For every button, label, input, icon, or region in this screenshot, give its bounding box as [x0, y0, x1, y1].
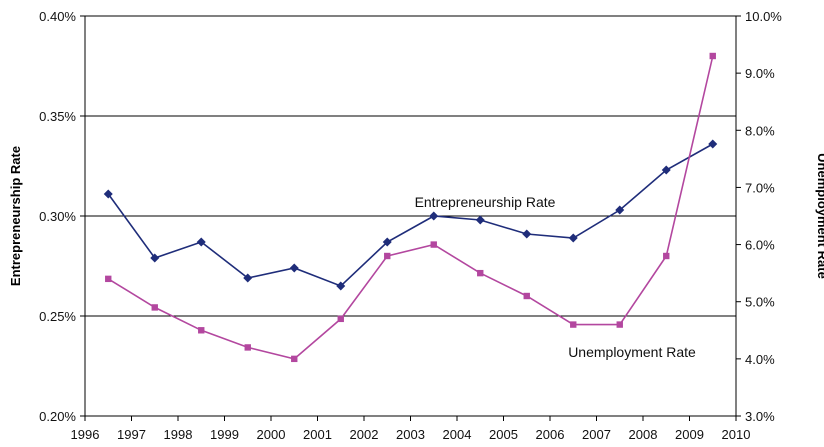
- data-point-diamond: [522, 229, 532, 239]
- data-point-square: [151, 304, 158, 311]
- x-tick-label: 2000: [257, 427, 286, 442]
- right-tick-label: 9.0%: [745, 66, 775, 81]
- data-point-square: [105, 275, 112, 283]
- right-tick-label: 10.0%: [745, 9, 782, 24]
- left-tick-label: 0.40%: [39, 9, 76, 24]
- x-tick-label: 2002: [350, 427, 379, 442]
- x-tick-label: 1996: [71, 427, 100, 442]
- x-tick-label: 1997: [117, 427, 146, 442]
- data-point-square: [337, 315, 344, 323]
- series-line-unemployment: [107, 55, 714, 360]
- right-tick-label: 4.0%: [745, 352, 775, 367]
- right-axis-title: Unemployment Rate: [815, 153, 824, 279]
- data-point-diamond: [243, 273, 253, 283]
- data-point-square: [616, 321, 623, 328]
- left-axis-title: Entrepreneurship Rate: [8, 146, 23, 286]
- data-point-diamond: [150, 253, 160, 263]
- left-tick-label: 0.20%: [39, 409, 76, 424]
- data-point-square: [384, 252, 391, 260]
- left-tick-label: 0.30%: [39, 209, 76, 224]
- data-point-square: [430, 241, 437, 248]
- data-point-diamond: [475, 215, 485, 225]
- x-tick-label: 2010: [722, 427, 751, 442]
- data-point-square: [663, 252, 670, 260]
- data-point-square: [523, 292, 530, 300]
- data-point-diamond: [568, 233, 578, 243]
- data-point-square: [244, 344, 251, 351]
- series-layer: [103, 52, 718, 363]
- series-line-entrepreneurship: [107, 143, 714, 287]
- data-point-diamond: [196, 237, 206, 247]
- x-tick-label: 2005: [489, 427, 518, 442]
- data-point-square: [291, 355, 298, 363]
- right-tick-label: 8.0%: [745, 123, 775, 138]
- x-tick-label: 2006: [536, 427, 565, 442]
- left-tick-label: 0.35%: [39, 109, 76, 124]
- right-tick-label: 7.0%: [745, 180, 775, 195]
- x-tick-label: 2003: [396, 427, 425, 442]
- x-tick-label: 1998: [164, 427, 193, 442]
- right-tick-label: 5.0%: [745, 295, 775, 310]
- data-point-diamond: [103, 189, 113, 199]
- x-tick-label: 1999: [210, 427, 239, 442]
- data-point-square: [570, 321, 577, 328]
- data-point-diamond: [708, 139, 718, 149]
- data-point-square: [709, 52, 716, 60]
- data-point-diamond: [336, 281, 346, 291]
- left-tick-label: 0.25%: [39, 309, 76, 324]
- x-tick-label: 2008: [629, 427, 658, 442]
- data-point-diamond: [615, 205, 625, 215]
- data-point-diamond: [289, 263, 299, 273]
- data-point-diamond: [661, 165, 671, 175]
- x-tick-label: 2009: [675, 427, 704, 442]
- axis-ticks: 1996 1997 1998 1999 2000 2001 2002 2003 2004 2005…: [39, 9, 782, 442]
- unemployment-rate-label: Unemployment Rate: [568, 344, 696, 360]
- x-tick-label: 2007: [582, 427, 611, 442]
- right-tick-label: 3.0%: [745, 409, 775, 424]
- entrepreneurship-rate-label: Entrepreneurship Rate: [415, 194, 556, 210]
- gridlines: [85, 115, 736, 317]
- right-tick-label: 6.0%: [745, 238, 775, 253]
- data-point-diamond: [429, 211, 439, 221]
- data-point-square: [477, 269, 484, 277]
- data-point-diamond: [382, 237, 392, 247]
- x-tick-label: 2004: [443, 427, 472, 442]
- data-point-square: [198, 327, 205, 334]
- x-tick-label: 2001: [303, 427, 332, 442]
